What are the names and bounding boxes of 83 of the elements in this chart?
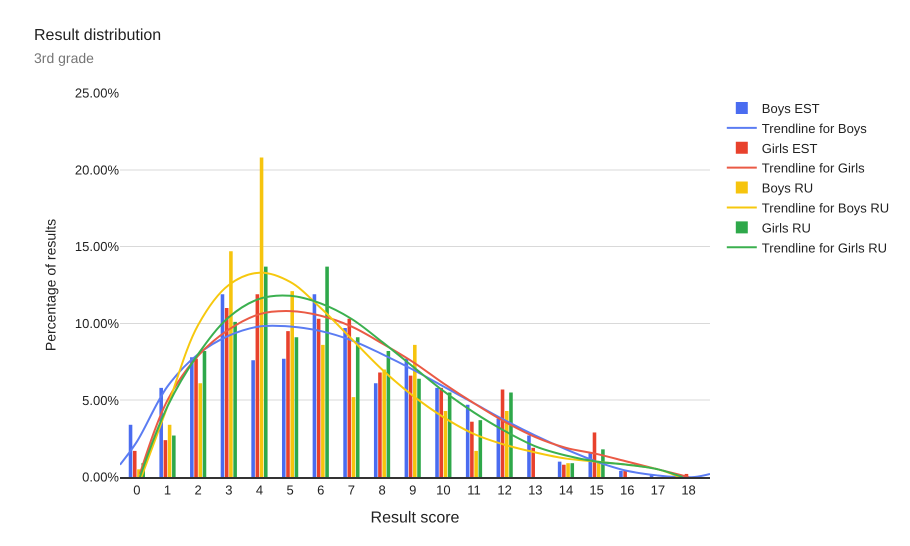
chart-subtitle: 3rd grade <box>34 50 94 66</box>
x-tick-label: 12 <box>497 482 512 498</box>
bar <box>404 358 408 477</box>
bar <box>566 463 570 477</box>
x-tick-label: 2 <box>194 482 202 498</box>
legend-label: Trendline for Girls <box>762 160 866 176</box>
x-tick-label: 18 <box>681 482 696 498</box>
bar <box>348 318 352 477</box>
bar <box>619 470 623 477</box>
bar <box>356 337 360 477</box>
bar <box>316 318 320 477</box>
legend-label: Boys EST <box>762 101 820 116</box>
legend-label: Trendline for Boys RU <box>762 200 890 216</box>
x-tick-label: 11 <box>467 482 481 498</box>
bar <box>224 308 228 477</box>
x-tick-label: 10 <box>436 482 451 498</box>
bar <box>325 266 329 477</box>
bar <box>251 360 255 477</box>
bar <box>408 376 412 477</box>
x-tick-label: 7 <box>348 482 356 498</box>
x-tick-label: 6 <box>317 482 324 498</box>
bar <box>478 420 482 477</box>
bar <box>264 266 268 477</box>
bar <box>290 291 294 477</box>
bar <box>282 358 286 477</box>
bar <box>202 351 206 477</box>
bar <box>466 404 470 477</box>
bar <box>294 337 298 477</box>
bar <box>220 294 224 477</box>
legend-label: Girls EST <box>762 140 818 156</box>
x-tick-label: 15 <box>589 482 604 498</box>
bar <box>386 351 390 477</box>
bar <box>570 463 574 477</box>
bar <box>448 392 452 477</box>
bar <box>470 422 474 477</box>
legend-label: Trendline for Boys <box>762 120 868 136</box>
y-tick-label: 25.00% <box>74 86 120 101</box>
x-tick-label: 16 <box>620 482 634 498</box>
bar <box>190 357 194 477</box>
legend-label: Girls RU <box>762 220 811 236</box>
bar <box>321 344 325 477</box>
y-tick-label: 0.00% <box>82 470 120 485</box>
bar <box>194 358 198 477</box>
x-tick-label: 0 <box>133 482 140 498</box>
bar <box>378 372 382 477</box>
bar <box>435 388 439 477</box>
bar <box>286 331 290 477</box>
x-tick-label: 5 <box>286 482 294 498</box>
y-tick-label: 5.00% <box>82 392 120 408</box>
y-tick-label: 20.00% <box>74 162 120 178</box>
bar <box>558 462 562 477</box>
bar <box>531 448 535 477</box>
legend-label: Boys RU <box>762 180 814 196</box>
y-tick-label: 15.00% <box>74 239 120 254</box>
bar <box>562 464 566 477</box>
y-axis-title: Percentage of results <box>42 218 59 352</box>
bar <box>417 378 421 477</box>
bar <box>128 424 132 477</box>
bar <box>474 450 478 477</box>
x-tick-label: 9 <box>409 482 416 498</box>
bar <box>343 328 347 477</box>
x-tick-label: 13 <box>528 482 543 498</box>
x-tick-label: 3 <box>225 482 232 498</box>
bar <box>256 294 260 477</box>
bar <box>439 388 444 477</box>
x-tick-label: 8 <box>378 482 386 498</box>
bar <box>172 436 176 477</box>
bar <box>374 383 378 477</box>
bar <box>132 450 137 477</box>
bar <box>352 397 356 477</box>
x-axis-title: Result score <box>370 510 460 527</box>
bar <box>164 440 168 477</box>
x-tick-label: 17 <box>650 482 666 498</box>
bar <box>233 322 237 477</box>
x-tick-label: 14 <box>558 482 574 498</box>
y-tick-label: 10.00% <box>74 316 120 331</box>
bar <box>198 383 202 477</box>
x-tick-label: 1 <box>164 482 172 498</box>
legend-label: Trendline for Girls RU <box>762 240 888 256</box>
x-tick-label: 4 <box>256 482 264 498</box>
bar <box>312 294 316 477</box>
bar <box>168 424 172 477</box>
chart-title: Result distribution <box>34 27 162 44</box>
